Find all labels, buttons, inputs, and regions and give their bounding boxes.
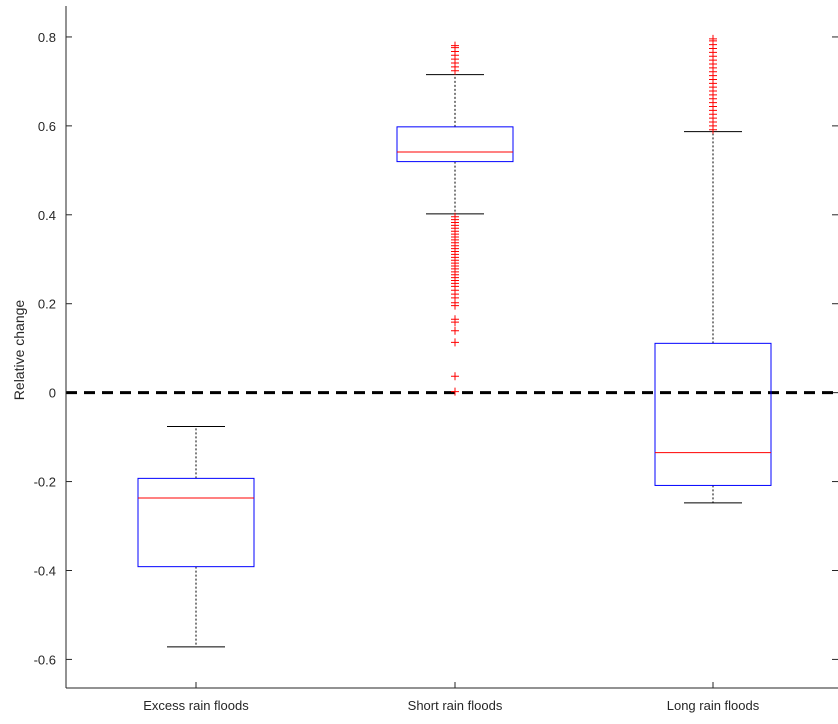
y-tick-label: -0.4 — [34, 563, 56, 578]
y-tick-label: 0.4 — [38, 208, 56, 223]
x-tick-label: Long rain floods — [667, 698, 760, 713]
outlier-marker — [451, 372, 459, 381]
outlier-marker — [451, 387, 459, 396]
y-tick-label: -0.2 — [34, 475, 56, 490]
y-tick-label: 0.8 — [38, 30, 56, 45]
outlier-marker — [451, 338, 459, 347]
axes — [65, 6, 838, 689]
y-tick-label: 0 — [49, 386, 56, 401]
y-tick-label: 0.6 — [38, 119, 56, 134]
x-tick-label: Short rain floods — [408, 698, 503, 713]
box-layer — [137, 34, 772, 648]
plot-background — [66, 6, 838, 688]
y-tick-label: 0.2 — [38, 297, 56, 312]
y-ticks: -0.6 -0.4 -0.2 0 0.2 0.4 0.6 0.8 — [34, 30, 838, 667]
x-tick-label: Excess rain floods — [143, 698, 249, 713]
outlier-marker — [451, 212, 459, 221]
iqr-box — [396, 126, 514, 163]
y-axis-label: Relative change — [11, 300, 27, 401]
labels: Relative change Excess rain floods Short … — [11, 300, 760, 713]
box-group — [396, 41, 514, 396]
iqr-box — [137, 477, 255, 568]
iqr-box — [654, 342, 772, 486]
outlier-marker — [451, 326, 459, 335]
outlier-marker — [451, 315, 459, 324]
box-group — [654, 34, 772, 504]
plot-area — [66, 6, 838, 688]
y-tick-label: -0.6 — [34, 652, 56, 667]
outlier-marker — [451, 41, 459, 50]
box-group — [137, 425, 255, 648]
outlier-marker — [709, 34, 717, 43]
